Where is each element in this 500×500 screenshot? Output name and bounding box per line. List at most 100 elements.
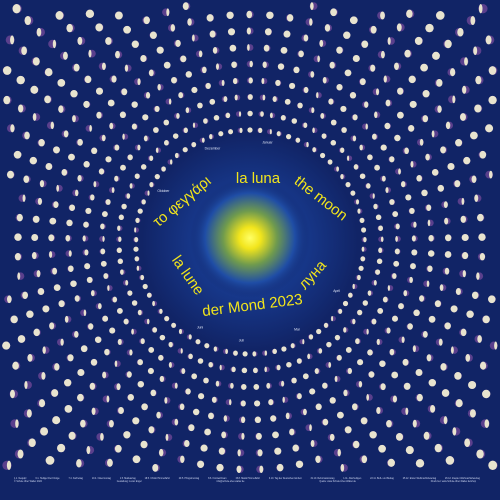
moon-lit-part xyxy=(32,215,40,223)
moon-lit-part xyxy=(29,156,38,165)
moon-lit-part xyxy=(91,147,98,155)
moon-lit-part xyxy=(170,24,175,32)
moon-ray xyxy=(358,265,496,304)
moon-lit-part xyxy=(319,39,324,47)
moon-lit-part xyxy=(281,346,287,352)
moon-lit-part xyxy=(126,193,131,199)
moon-lit-part xyxy=(63,51,68,60)
moon-lit-part xyxy=(286,134,292,140)
moon-lit-part xyxy=(309,388,316,395)
moon-lit-part xyxy=(297,102,303,109)
moon-lit-part xyxy=(397,87,404,95)
moon-lit-part xyxy=(337,448,341,457)
moon-lit-part xyxy=(330,8,337,17)
moon-lit-part xyxy=(415,368,423,377)
moon-lit-part xyxy=(401,181,406,188)
moon-lit-part xyxy=(22,291,28,300)
moon-lit-part xyxy=(345,346,352,353)
moon-lit-part xyxy=(148,426,155,434)
moon-lit-part xyxy=(209,30,216,38)
moon-lit-part xyxy=(455,287,461,296)
moon-ray xyxy=(142,16,205,143)
moon-lit-part xyxy=(258,127,263,133)
moon-ray xyxy=(354,150,487,205)
moon-lit-part xyxy=(24,380,28,390)
moon-lit-part xyxy=(428,315,436,323)
holiday-entry: 1.1. Neujahr xyxy=(14,478,27,480)
moon-lit-part xyxy=(380,144,387,151)
moon-lit-part xyxy=(149,31,157,39)
moon-lit-part xyxy=(241,367,248,374)
moon-lit-part xyxy=(444,217,449,225)
moon-lit-part xyxy=(380,50,385,59)
moon-lit-part xyxy=(116,307,123,314)
moon-lit-part xyxy=(24,131,30,140)
moon-ray xyxy=(114,11,197,148)
moon-lit-part xyxy=(409,276,413,283)
moon-ray xyxy=(104,334,192,467)
moon-lit-part xyxy=(10,35,15,45)
moon-ray xyxy=(257,11,274,133)
moon-lit-part xyxy=(479,150,487,159)
moon-lit-part xyxy=(134,227,137,233)
moon-lit-part xyxy=(379,360,386,367)
moon-lit-part xyxy=(398,303,404,310)
moon-lit-part xyxy=(310,71,315,78)
moon-lit-part xyxy=(347,155,350,161)
moon-lit-part xyxy=(180,455,185,464)
moon-lit-part xyxy=(352,440,360,449)
moon-lit-part xyxy=(262,61,267,68)
moon-lit-part xyxy=(477,335,482,343)
moon-lit-part xyxy=(349,92,357,99)
moon-lit-part xyxy=(385,99,391,107)
moon-lit-part xyxy=(132,417,140,425)
moon-lit-part xyxy=(367,349,373,356)
moon-lit-part xyxy=(431,130,435,138)
moon-lit-part xyxy=(276,131,281,137)
moon-lit-part xyxy=(338,308,343,314)
moon-lit-part xyxy=(361,246,365,252)
moon-lit-part xyxy=(295,137,301,143)
moon-lit-part xyxy=(454,180,461,188)
moon-lit-part xyxy=(105,37,112,45)
moon-lit-part xyxy=(386,327,391,334)
moon-lit-part xyxy=(49,217,57,225)
moon-lit-part xyxy=(460,113,466,121)
moon-lit-part xyxy=(419,295,425,302)
moon-lit-part xyxy=(482,315,490,324)
moon-ray xyxy=(236,351,248,474)
moon-lit-part xyxy=(280,115,286,121)
moon-lit-part xyxy=(272,96,277,103)
moon-lit-part xyxy=(436,79,443,87)
moon-lit-part xyxy=(208,361,213,368)
moon-lit-part xyxy=(12,361,19,370)
moon-lit-part xyxy=(257,449,263,457)
moon-lit-part xyxy=(352,318,356,325)
moon-lit-part xyxy=(83,100,90,108)
moon-lit-part xyxy=(372,133,377,140)
moon-lit-part xyxy=(357,359,364,366)
footer-legend: 1.1. Neujahr 6.1. Heilige Drei Könige 7.4.… xyxy=(14,478,486,484)
moon-lit-part xyxy=(280,47,288,54)
moon-lit-part xyxy=(174,418,179,426)
moon-lit-part xyxy=(260,111,264,117)
moon-lit-part xyxy=(263,44,270,52)
moon-lit-part xyxy=(414,36,423,45)
moon-lit-part xyxy=(127,290,133,296)
moon-lit-part xyxy=(347,367,352,375)
moon-ray xyxy=(347,292,488,370)
moon-ray xyxy=(342,300,491,399)
moon-lit-part xyxy=(127,394,134,401)
moon-lit-part xyxy=(293,66,300,74)
moon-lit-part xyxy=(36,270,41,278)
moon-lit-part xyxy=(443,416,448,425)
moon-lit-part xyxy=(221,79,225,86)
moon-lit-part xyxy=(403,382,411,390)
moon-lit-part xyxy=(83,309,87,317)
moon-lit-part xyxy=(143,135,148,142)
holiday-entry: 10.4. Ostermontag xyxy=(91,478,111,480)
moon-lit-part xyxy=(249,60,253,68)
moon-lit-part xyxy=(204,428,211,436)
credit-entry: © Schule Über Walter 2022 xyxy=(14,481,42,484)
moon-lit-part xyxy=(155,147,159,153)
